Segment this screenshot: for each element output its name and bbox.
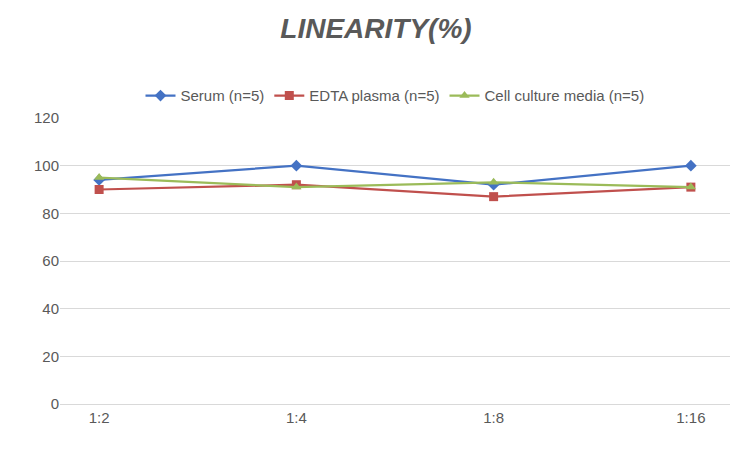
svg-text:20: 20 bbox=[42, 348, 59, 365]
svg-text:120: 120 bbox=[34, 109, 59, 126]
svg-text:100: 100 bbox=[34, 157, 59, 174]
svg-text:1:4: 1:4 bbox=[286, 409, 307, 426]
svg-text:EDTA plasma (n=5): EDTA plasma (n=5) bbox=[309, 87, 439, 104]
svg-text:Cell culture media (n=5): Cell culture media (n=5) bbox=[485, 87, 645, 104]
svg-text:1:16: 1:16 bbox=[676, 409, 705, 426]
svg-text:0: 0 bbox=[51, 395, 59, 412]
svg-text:1:2: 1:2 bbox=[89, 409, 110, 426]
svg-text:Serum (n=5): Serum (n=5) bbox=[181, 87, 265, 104]
svg-text:60: 60 bbox=[42, 252, 59, 269]
svg-text:40: 40 bbox=[42, 300, 59, 317]
svg-text:1:8: 1:8 bbox=[483, 409, 504, 426]
svg-text:80: 80 bbox=[42, 205, 59, 222]
svg-text:LINEARITY(%): LINEARITY(%) bbox=[280, 13, 471, 44]
